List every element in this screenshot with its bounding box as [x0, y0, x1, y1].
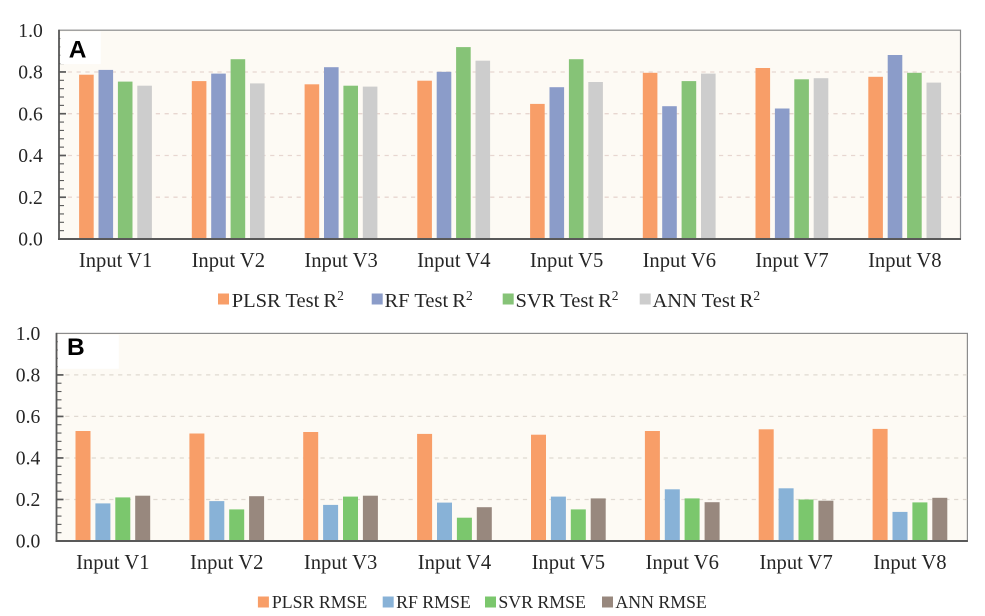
svg-text:Input V2: Input V2	[190, 552, 263, 574]
svg-text:Input V4: Input V4	[417, 250, 490, 272]
svg-text:Input V4: Input V4	[418, 552, 491, 574]
svg-text:Input V5: Input V5	[530, 250, 603, 272]
svg-text:0.8: 0.8	[16, 366, 41, 387]
svg-text:0.2: 0.2	[16, 490, 41, 511]
svg-text:Input V3: Input V3	[304, 250, 377, 272]
svg-text:B: B	[67, 334, 85, 361]
svg-text:Input V3: Input V3	[304, 552, 377, 574]
svg-text:0.0: 0.0	[16, 532, 41, 553]
svg-text:Input V6: Input V6	[643, 250, 716, 272]
svg-text:A: A	[69, 37, 87, 64]
svg-text:Input V5: Input V5	[532, 552, 605, 574]
svg-text:0.0: 0.0	[18, 230, 43, 251]
svg-text:Input V2: Input V2	[192, 250, 265, 272]
svg-text:Input V1: Input V1	[76, 552, 149, 574]
svg-text:1.0: 1.0	[18, 21, 43, 42]
svg-text:PLSR Test R2: PLSR Test R2	[232, 288, 344, 312]
svg-text:SVR Test R2: SVR Test R2	[516, 288, 619, 312]
svg-text:Input V7: Input V7	[755, 250, 828, 272]
svg-text:1.0: 1.0	[16, 324, 41, 345]
svg-text:Input V6: Input V6	[645, 552, 718, 574]
svg-text:SVR RMSE: SVR RMSE	[498, 592, 585, 612]
svg-text:0.2: 0.2	[18, 188, 43, 209]
svg-text:ANN Test R2: ANN Test R2	[653, 288, 761, 312]
svg-text:0.4: 0.4	[18, 146, 43, 167]
svg-text:0.4: 0.4	[16, 449, 41, 470]
svg-text:0.6: 0.6	[18, 104, 43, 125]
svg-text:RF RMSE: RF RMSE	[396, 592, 471, 612]
svg-text:0.6: 0.6	[16, 407, 41, 428]
svg-text:Input V1: Input V1	[79, 250, 152, 272]
svg-text:Input V8: Input V8	[873, 552, 946, 574]
svg-text:RF Test R2: RF Test R2	[385, 288, 473, 312]
svg-text:PLSR RMSE: PLSR RMSE	[272, 592, 367, 612]
svg-text:0.8: 0.8	[18, 63, 43, 84]
svg-text:Input V8: Input V8	[868, 250, 941, 272]
svg-text:ANN RMSE: ANN RMSE	[615, 592, 706, 612]
svg-text:Input V7: Input V7	[759, 552, 832, 574]
